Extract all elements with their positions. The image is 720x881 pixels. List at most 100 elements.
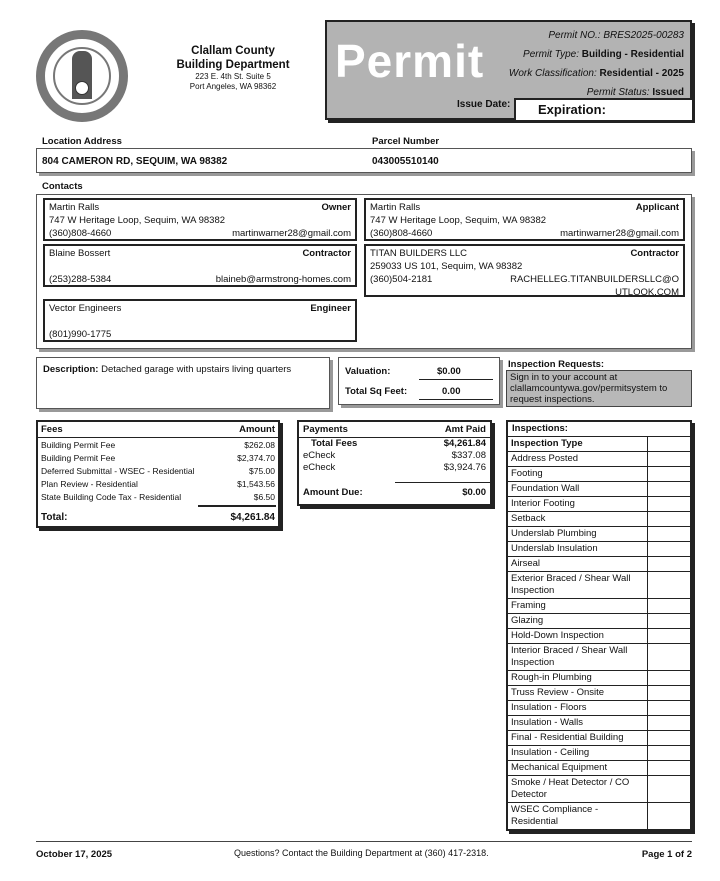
inspection-type: Framing <box>508 599 648 613</box>
contact-phone: (360)504-2181 <box>370 274 433 285</box>
fee-name: Building Permit Fee <box>41 453 116 463</box>
valuation-value: $0.00 <box>437 366 461 377</box>
contact-address: 747 W Heritage Loop, Sequim, WA 98382 <box>370 215 547 226</box>
contact-role: Contractor <box>630 248 679 259</box>
inspection-row: Insulation - Ceiling <box>508 745 690 760</box>
valuation-label: Valuation: <box>345 366 391 377</box>
fees-header: Fees <box>41 424 63 435</box>
inspection-type: Setback <box>508 512 648 526</box>
county-seal-logo <box>36 30 128 122</box>
inspection-row: WSEC Compliance - Residential <box>508 802 690 829</box>
fee-amount: $2,374.70 <box>237 453 275 463</box>
payment-row: eCheck $337.08 <box>303 450 486 462</box>
fee-row: State Building Code Tax - Residential $6.… <box>41 491 275 504</box>
contact-phone: (253)288-5384 <box>49 274 112 285</box>
fees-table: Fees Amount Building Permit Fee $262.08 Bui… <box>36 420 280 528</box>
inspection-row: Glazing <box>508 613 690 628</box>
inspection-status-cell <box>648 572 690 598</box>
inspection-status-cell <box>648 557 690 571</box>
inspections-table: Inspections: Inspection Type Address Pos… <box>506 420 692 831</box>
inspection-status-cell <box>648 629 690 643</box>
inspections-header: Inspections: <box>512 423 568 434</box>
inspection-type: Glazing <box>508 614 648 628</box>
permit-number-label: Permit NO.: <box>548 30 601 41</box>
inspection-status-cell <box>648 614 690 628</box>
description-label: Description: <box>43 364 99 375</box>
inspection-status-cell <box>648 776 690 802</box>
inspection-row: Smoke / Heat Detector / CO Detector <box>508 775 690 802</box>
inspection-status-cell <box>648 746 690 760</box>
fees-total: $4,261.84 <box>230 512 276 523</box>
contact-role: Engineer <box>310 303 351 314</box>
location-address: 804 CAMERON RD, SEQUIM, WA 98382 <box>42 156 228 167</box>
contact-name: Vector Engineers <box>49 303 122 314</box>
contact-address <box>49 260 351 273</box>
inspection-status-cell <box>648 452 690 466</box>
inspection-type: Interior Braced / Shear Wall Inspection <box>508 644 648 670</box>
permit-type-label: Permit Type: <box>523 49 579 60</box>
contact-role: Applicant <box>635 202 679 213</box>
fee-name: Plan Review - Residential <box>41 479 138 489</box>
inspection-type: Insulation - Floors <box>508 701 648 715</box>
inspection-type: Underslab Plumbing <box>508 527 648 541</box>
issue-date-label: Issue Date: <box>457 99 511 110</box>
permit-number: BRES2025-00283 <box>603 30 684 41</box>
sqft-value: 0.00 <box>442 386 461 397</box>
contact-email: martinwarner28@gmail.com <box>232 228 351 239</box>
fee-amount: $1,543.56 <box>237 479 275 489</box>
description-box: Description: Detached garage with upstai… <box>36 357 330 409</box>
inspection-status-cell <box>648 512 690 526</box>
inspection-status-cell <box>648 761 690 775</box>
inspection-type: Rough-in Plumbing <box>508 671 648 685</box>
contacts-label: Contacts <box>42 181 83 192</box>
contact-name: Blaine Bossert <box>49 248 111 259</box>
dept-city: Port Angeles, WA 98362 <box>189 82 277 91</box>
contact-card: Blaine Bossert Contractor (253)288-5384 bl… <box>43 244 357 287</box>
amount-due-label: Amount Due: <box>303 487 363 498</box>
inspection-row: Interior Footing <box>508 496 690 511</box>
contact-phone: (801)990-1775 <box>49 329 112 340</box>
inspection-status-cell <box>648 644 690 670</box>
inspection-type: Interior Footing <box>508 497 648 511</box>
inspection-type: Underslab Insulation <box>508 542 648 556</box>
contact-address <box>49 315 351 328</box>
fee-name: Deferred Submittal - WSEC - Residential <box>41 466 195 476</box>
inspection-requests-box: Sign in to your account at clallamcounty… <box>506 370 692 407</box>
contact-address: 259033 US 101, Sequim, WA 98382 <box>370 261 523 272</box>
footer-page: Page 1 of 2 <box>641 849 692 860</box>
inspection-type: Address Posted <box>508 452 648 466</box>
department-header: Clallam County Building Department 223 E… <box>160 44 306 92</box>
inspection-type-header: Inspection Type <box>508 437 648 451</box>
inspection-row: Setback <box>508 511 690 526</box>
location-box: 804 CAMERON RD, SEQUIM, WA 98382 0430055… <box>36 148 692 173</box>
inspection-row: Rough-in Plumbing <box>508 670 690 685</box>
inspection-type: Foundation Wall <box>508 482 648 496</box>
inspection-status-cell <box>648 497 690 511</box>
inspection-type: Truss Review - Onsite <box>508 686 648 700</box>
inspection-row: Mechanical Equipment <box>508 760 690 775</box>
contact-name: TITAN BUILDERS LLC <box>370 248 467 259</box>
fee-row: Building Permit Fee $2,374.70 <box>41 452 275 465</box>
work-class: Residential - 2025 <box>599 68 684 79</box>
fee-name: Building Permit Fee <box>41 440 116 450</box>
contact-role: Contractor <box>302 248 351 259</box>
inspection-row: Framing <box>508 598 690 613</box>
dept-name-2: Building Department <box>176 59 290 71</box>
inspection-status-cell <box>648 803 690 829</box>
amount-due: $0.00 <box>462 487 486 498</box>
fee-row: Deferred Submittal - WSEC - Residential $… <box>41 465 275 478</box>
payments-table: Payments Amt Paid Total Fees $4,261.84 eCh… <box>297 420 492 506</box>
payment-amount: $337.08 <box>451 450 486 461</box>
expiration-label: Expiration: <box>514 98 692 120</box>
total-fees: $4,261.84 <box>443 438 486 449</box>
inspection-type: Mechanical Equipment <box>508 761 648 775</box>
contact-name: Martin Ralls <box>370 202 421 213</box>
permit-type: Building - Residential <box>581 49 684 60</box>
description-text: Detached garage with upstairs living qua… <box>101 364 292 375</box>
payments-header: Payments <box>303 424 348 435</box>
contact-role: Owner <box>321 202 351 213</box>
clock-icon <box>75 81 89 95</box>
fee-row: Building Permit Fee $262.08 <box>41 439 275 452</box>
status-label: Permit Status: <box>586 87 650 98</box>
inspection-type: Final - Residential Building <box>508 731 648 745</box>
